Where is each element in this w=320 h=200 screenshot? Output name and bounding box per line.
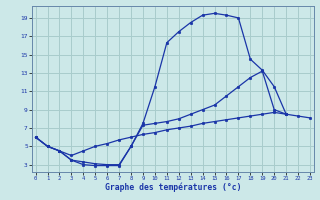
- X-axis label: Graphe des températures (°c): Graphe des températures (°c): [105, 183, 241, 192]
